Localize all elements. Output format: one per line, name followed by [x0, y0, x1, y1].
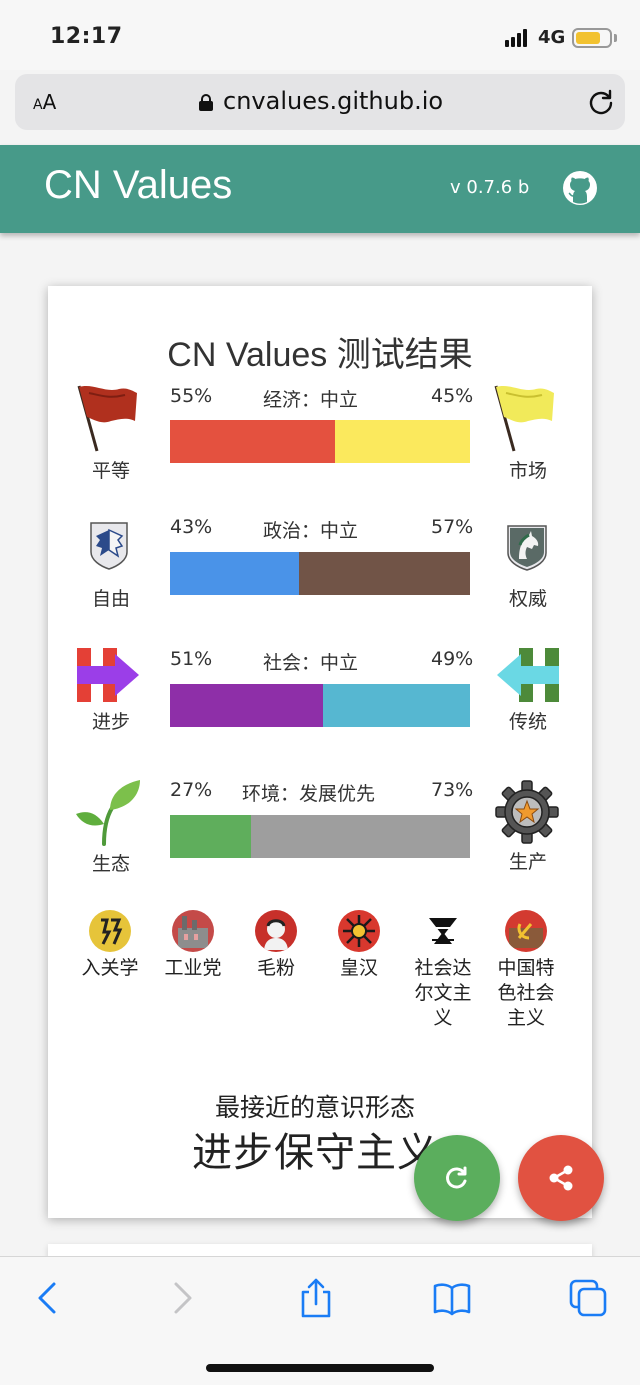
axis-bar-left-segment — [170, 420, 335, 463]
axis-bar-political — [170, 552, 470, 595]
axis-right-pct: 45% — [431, 385, 474, 407]
axis-bar-right-segment — [299, 552, 470, 595]
status-bar: 12:17 4G — [0, 0, 640, 70]
axis-right-label: 市场 — [508, 460, 547, 482]
axis-bar-right-segment — [251, 815, 470, 858]
ideology-label: 中国特色社会主义 — [497, 957, 555, 1029]
axis-right-label: 生产 — [508, 851, 547, 873]
axis-left-label: 生态 — [91, 853, 130, 875]
sprout-icon — [76, 780, 140, 846]
reader-text-size-button[interactable]: AA — [33, 90, 57, 114]
signal-icon — [505, 29, 531, 47]
pyramid-icon — [422, 910, 464, 952]
h-arrow-right-icon — [77, 648, 139, 702]
ideology-label: 工业党 — [164, 957, 222, 979]
horse-emblem-icon — [507, 525, 547, 571]
red-flag-icon — [77, 385, 137, 452]
battery-icon — [572, 28, 612, 48]
ideology-label: 皇汉 — [339, 957, 378, 979]
axis-bar-social — [170, 684, 470, 727]
axis-label: 政治：中立 — [263, 520, 359, 542]
axis-left-pct: 43% — [170, 516, 213, 538]
app-header: CN Values v 0.7.6 b — [0, 145, 640, 233]
axis-right-label: 权威 — [508, 588, 547, 610]
ruguan-icon — [89, 910, 131, 952]
han-emblem-icon — [338, 910, 380, 952]
industry-icon — [172, 910, 214, 952]
axis-right-pct: 57% — [431, 516, 474, 538]
share-sheet-icon[interactable] — [296, 1278, 336, 1318]
ideology-item: 社会达尔文主义 — [403, 910, 483, 1031]
app-version: v 0.7.6 b — [450, 177, 530, 198]
retry-button[interactable] — [414, 1135, 500, 1221]
axis-left-pct: 55% — [170, 385, 213, 407]
github-icon[interactable] — [562, 170, 598, 206]
axis-left-label: 平等 — [91, 460, 130, 482]
ideology-item: 毛粉 — [236, 910, 316, 981]
ideology-item: 工业党 — [153, 910, 233, 981]
address-bar[interactable]: AA cnvalues.github.io — [15, 74, 625, 130]
axis-bar-left-segment — [170, 815, 251, 858]
lock-icon — [199, 94, 213, 111]
ideology-label: 入关学 — [81, 957, 139, 979]
hammer-sickle-icon — [505, 910, 547, 952]
mao-portrait-icon — [255, 910, 297, 952]
closest-ideology-value: 进步保守主义 — [192, 1130, 438, 1176]
axis-label: 社会：中立 — [263, 652, 359, 674]
app-title[interactable]: CN Values — [44, 163, 233, 207]
result-title: CN Values 测试结果 — [167, 336, 473, 374]
axis-right-pct: 49% — [431, 648, 474, 670]
bookmarks-icon[interactable] — [432, 1278, 472, 1318]
wings-emblem-icon — [90, 522, 128, 570]
ideology-item: 中国特色社会主义 — [486, 910, 566, 1031]
axis-left-pct: 27% — [170, 779, 213, 801]
reload-icon[interactable] — [587, 88, 615, 116]
ideology-item: 入关学 — [70, 910, 150, 981]
axis-left-label: 自由 — [91, 588, 130, 610]
axis-label: 环境：发展优先 — [242, 783, 376, 805]
share-icon — [549, 1165, 573, 1191]
ideology-label: 社会达尔文主义 — [414, 957, 472, 1029]
tabs-icon[interactable] — [568, 1278, 608, 1318]
axis-label: 经济：中立 — [263, 389, 359, 411]
browser-toolbar — [0, 1256, 640, 1385]
ideology-label: 毛粉 — [256, 957, 295, 979]
share-button[interactable] — [518, 1135, 604, 1221]
network-type: 4G — [538, 27, 566, 48]
home-indicator — [206, 1364, 434, 1372]
axis-right-label: 传统 — [508, 711, 547, 733]
back-icon[interactable] — [30, 1278, 70, 1318]
yellow-flag-icon — [494, 385, 554, 452]
axis-bar-right-segment — [323, 684, 470, 727]
status-time: 12:17 — [50, 24, 123, 49]
gear-star-icon — [495, 780, 559, 844]
url-text[interactable]: cnvalues.github.io — [223, 87, 444, 115]
axis-right-pct: 73% — [431, 779, 474, 801]
forward-icon[interactable] — [162, 1278, 202, 1318]
ideology-item: 皇汉 — [319, 910, 399, 981]
axis-left-pct: 51% — [170, 648, 213, 670]
h-arrow-left-icon — [497, 648, 559, 702]
axis-bar-economic — [170, 420, 470, 463]
closest-ideology-caption: 最接近的意识形态 — [214, 1093, 415, 1122]
battery-tip — [614, 34, 617, 42]
axis-bar-left-segment — [170, 684, 323, 727]
axis-bar-left-segment — [170, 552, 299, 595]
axis-bar-environment — [170, 815, 470, 858]
refresh-icon — [446, 1166, 467, 1189]
axis-left-label: 进步 — [91, 711, 130, 733]
axis-bar-right-segment — [335, 420, 470, 463]
